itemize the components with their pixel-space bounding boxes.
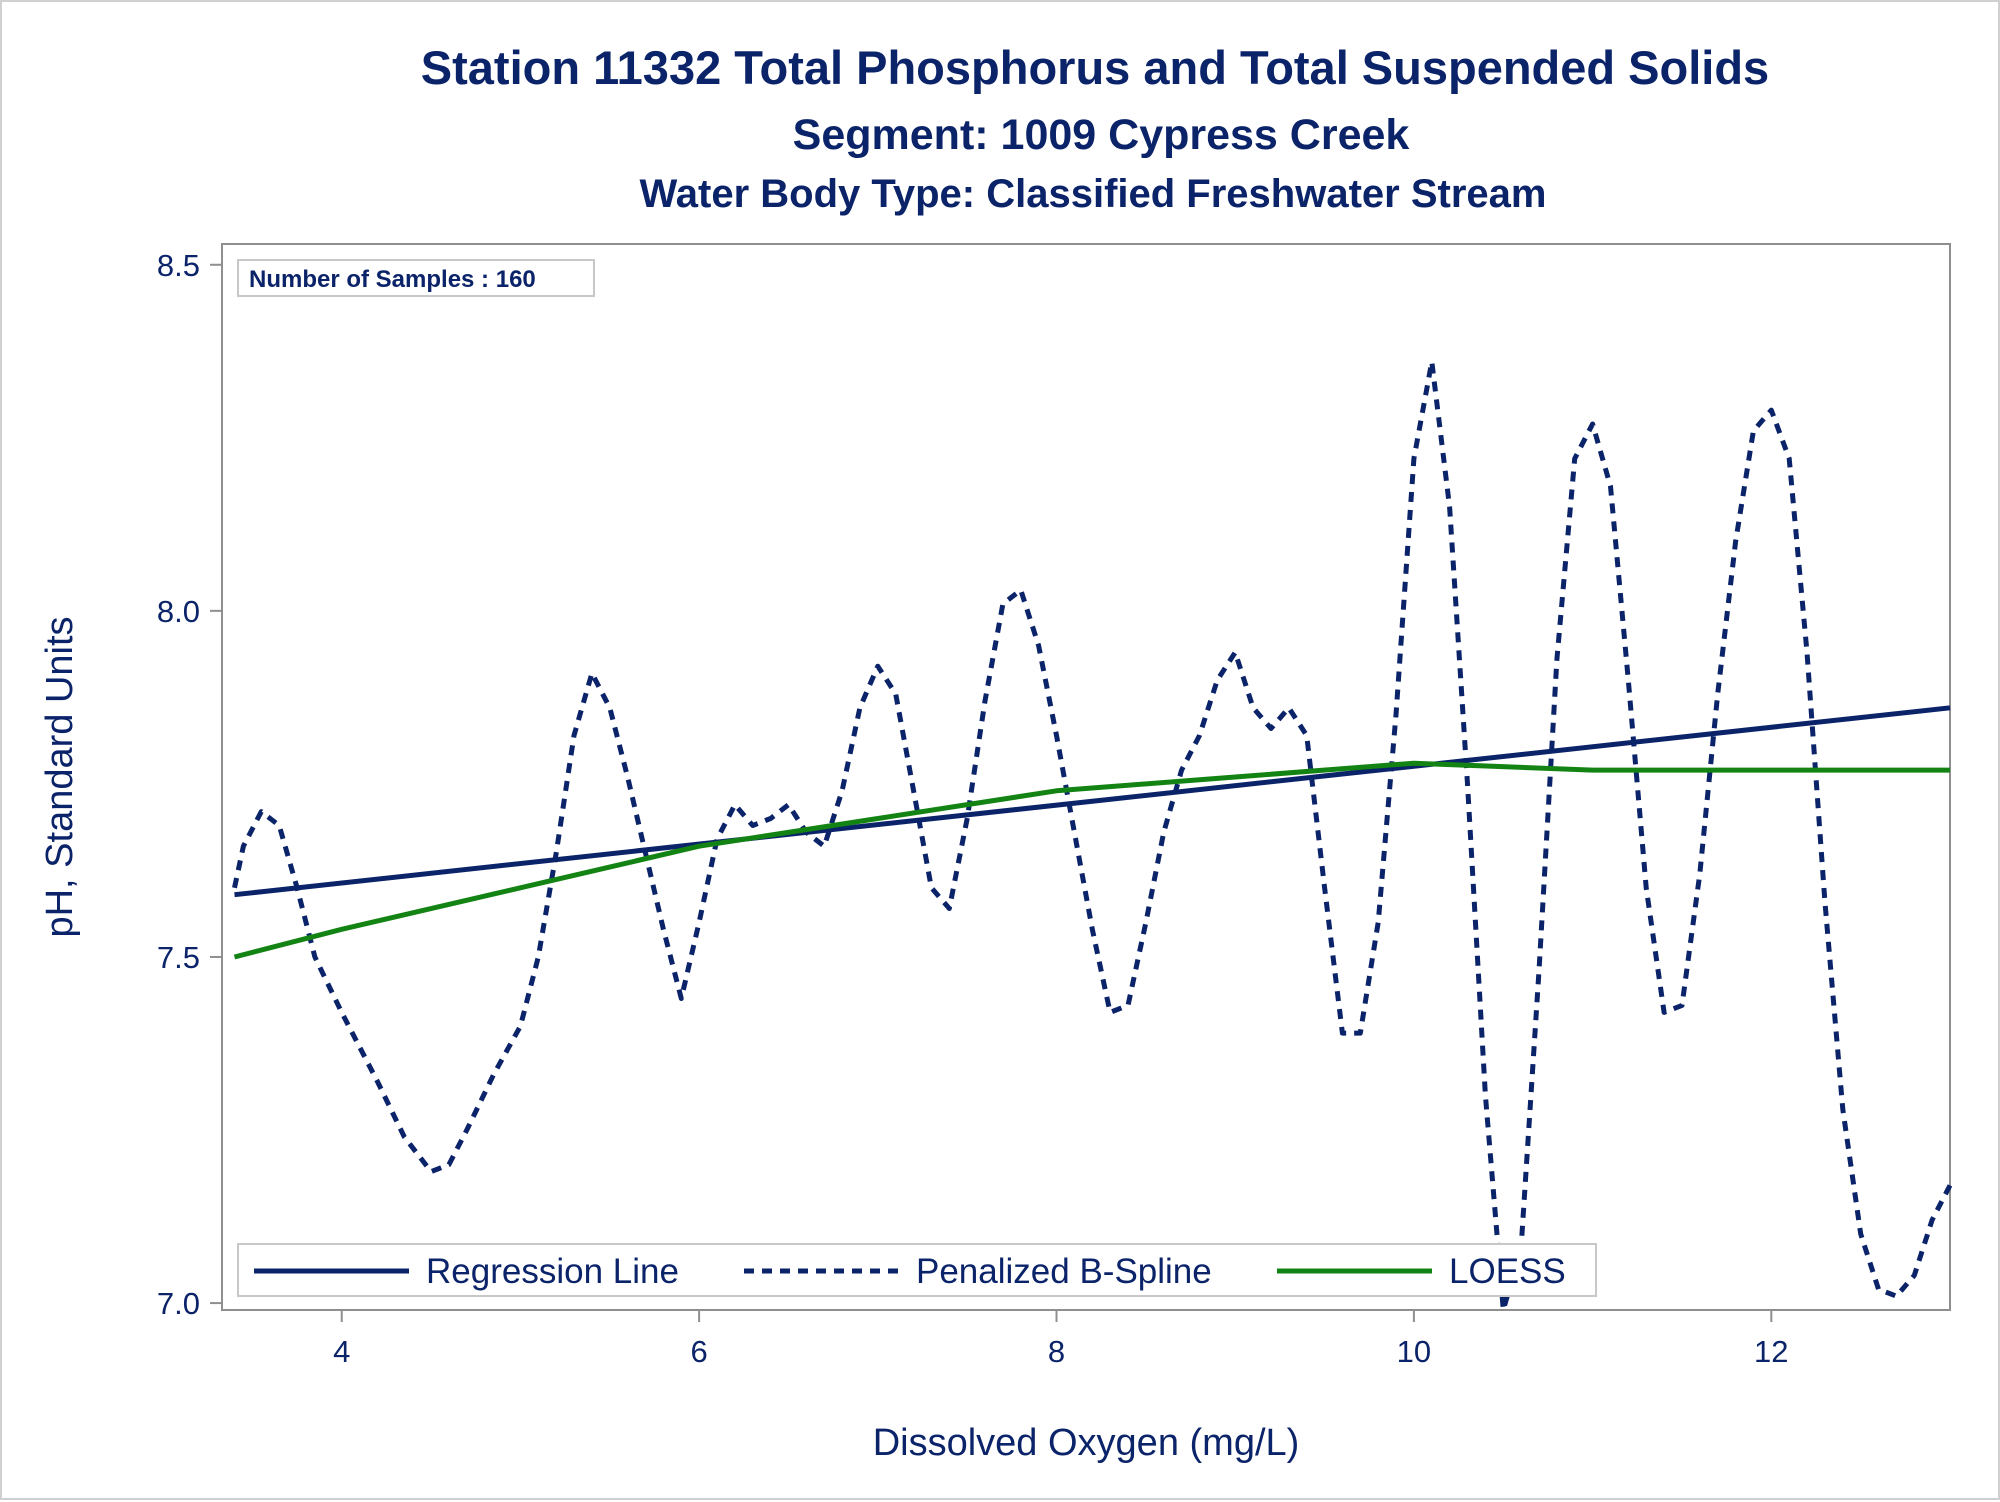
chart-title: Station 11332 Total Phosphorus and Total… <box>421 41 1769 94</box>
x-tick-label: 4 <box>333 1334 350 1369</box>
legend-label-loess: LOESS <box>1449 1252 1566 1291</box>
x-tick-label: 8 <box>1048 1334 1065 1369</box>
y-tick-label: 8.0 <box>157 594 200 629</box>
legend-label-regression-line: Regression Line <box>426 1252 679 1291</box>
series-regression-line-line <box>234 705 1951 898</box>
x-axis-label: Dissolved Oxygen (mg/L) <box>873 1422 1300 1464</box>
y-axis: 7.0 7.5 8.0 8.5 <box>157 248 222 1321</box>
x-tick-label: 12 <box>1754 1334 1788 1369</box>
y-axis-label: pH, Standard Units <box>39 616 81 937</box>
x-tick-label: 6 <box>690 1334 707 1369</box>
y-tick-label: 7.5 <box>157 940 200 975</box>
series-loess-line <box>233 760 1950 960</box>
chart-subtitle: Segment: 1009 Cypress Creek <box>793 111 1410 159</box>
chart-subtitle-2: Water Body Type: Classified Freshwater S… <box>640 172 1547 216</box>
y-tick-label: 7.0 <box>157 1286 200 1321</box>
sample-count-text: Number of Samples : 160 <box>249 266 536 293</box>
legend: Regression Line Penalized B-Spline LOESS <box>237 1243 1597 1297</box>
sample-count-box: Number of Samples : 160 <box>237 259 595 297</box>
x-tick-label: 10 <box>1397 1334 1431 1369</box>
series-layer <box>232 359 1953 1313</box>
legend-label-penalized-b-spline: Penalized B-Spline <box>916 1252 1212 1291</box>
y-tick-label: 8.5 <box>157 248 200 283</box>
series-penalized-b-spline-line <box>232 359 1953 1313</box>
x-axis: 4 6 8 10 12 <box>333 1310 1789 1369</box>
plot-area <box>221 243 1951 1311</box>
